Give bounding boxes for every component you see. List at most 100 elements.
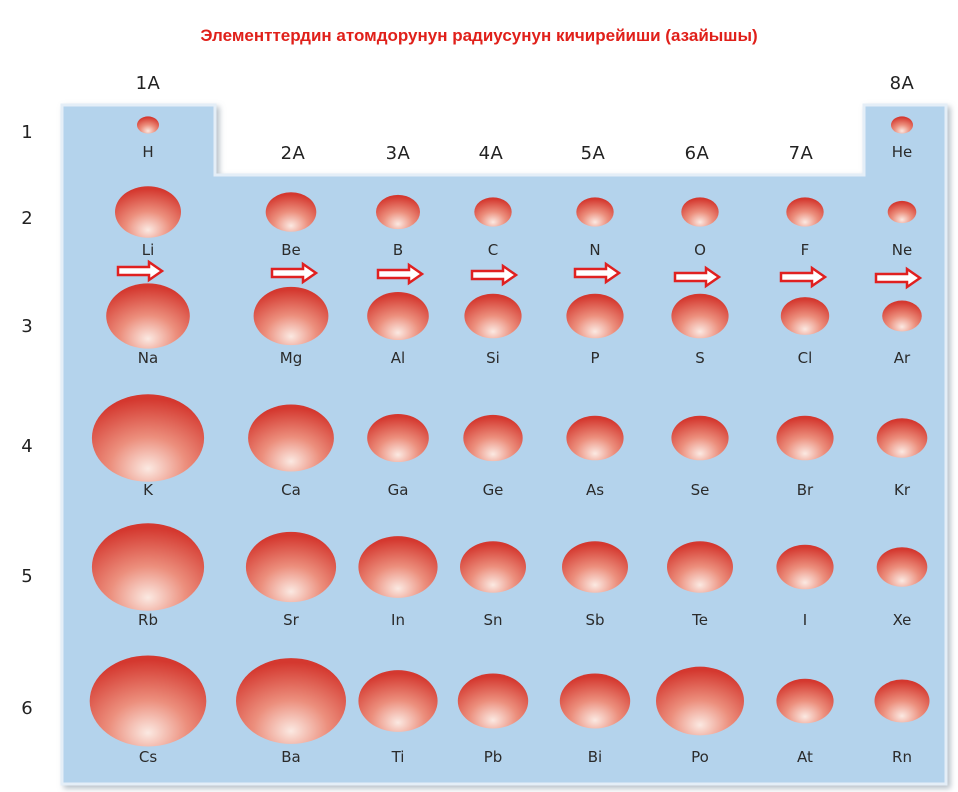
atom-se bbox=[671, 415, 729, 461]
atom-xe bbox=[876, 547, 928, 587]
period-label-1: 1 bbox=[21, 122, 33, 143]
atom-sr bbox=[245, 531, 337, 603]
atom-cl bbox=[780, 297, 830, 335]
element-symbol-cs: Cs bbox=[138, 748, 158, 766]
element-symbol-si: Si bbox=[486, 349, 500, 367]
element-symbol-te: Te bbox=[692, 611, 708, 629]
atom-f bbox=[786, 197, 824, 227]
arrow-group-3-icon bbox=[376, 262, 425, 286]
element-symbol-ne: Ne bbox=[891, 241, 913, 259]
element-symbol-ar: Ar bbox=[893, 349, 911, 367]
atom-kr bbox=[876, 418, 928, 458]
atom-b bbox=[376, 194, 420, 230]
atom-k bbox=[91, 394, 205, 482]
atom-ar bbox=[882, 300, 922, 332]
element-symbol-bi: Bi bbox=[587, 748, 603, 766]
group-label-6a: 6A bbox=[684, 143, 710, 164]
arrow-group-4-icon bbox=[470, 263, 519, 287]
element-symbol-k: K bbox=[143, 481, 153, 499]
element-symbol-rn: Rn bbox=[892, 748, 912, 766]
element-symbol-c: C bbox=[487, 241, 499, 259]
element-symbol-sn: Sn bbox=[483, 611, 503, 629]
element-symbol-li: Li bbox=[141, 241, 155, 259]
element-symbol-br: Br bbox=[796, 481, 814, 499]
atom-al bbox=[367, 291, 429, 341]
atom-n bbox=[576, 197, 614, 227]
element-symbol-f: F bbox=[800, 241, 810, 259]
element-symbol-be: Be bbox=[281, 241, 301, 259]
group-label-3a: 3A bbox=[385, 143, 411, 164]
group-label-8a: 8A bbox=[889, 73, 915, 94]
element-symbol-cl: Cl bbox=[797, 349, 813, 367]
atom-c bbox=[474, 197, 512, 227]
arrow-group-2-icon bbox=[270, 261, 319, 285]
element-symbol-p: P bbox=[590, 349, 600, 367]
element-symbol-sr: Sr bbox=[283, 611, 299, 629]
atom-at bbox=[776, 678, 834, 724]
atom-po bbox=[656, 666, 744, 736]
element-symbol-he: He bbox=[891, 143, 913, 161]
period-label-2: 2 bbox=[21, 208, 33, 229]
element-symbol-xe: Xe bbox=[892, 611, 912, 629]
atom-br bbox=[776, 415, 834, 461]
element-symbol-ti: Ti bbox=[391, 748, 405, 766]
atom-in bbox=[358, 536, 438, 598]
element-symbol-ga: Ga bbox=[387, 481, 409, 499]
arrow-group-6-icon bbox=[673, 265, 722, 289]
page-title: Элементтердин атомдорунун радиусунун кич… bbox=[200, 26, 758, 45]
atom-p bbox=[566, 293, 624, 339]
atom-h bbox=[137, 116, 159, 134]
atom-ne bbox=[887, 200, 917, 224]
atom-i bbox=[776, 544, 834, 590]
atom-he bbox=[891, 116, 913, 134]
atom-s bbox=[671, 293, 729, 339]
atom-cs bbox=[89, 655, 207, 747]
atom-ba bbox=[236, 658, 346, 744]
atom-as bbox=[566, 415, 624, 461]
atom-si bbox=[464, 293, 522, 339]
atom-bi bbox=[559, 673, 631, 729]
element-symbol-h: H bbox=[142, 143, 154, 161]
group-label-1a: 1A bbox=[135, 73, 161, 94]
atom-sb bbox=[562, 541, 628, 593]
element-symbol-o: O bbox=[694, 241, 706, 259]
atom-pb bbox=[457, 673, 529, 729]
atom-mg bbox=[253, 286, 329, 346]
atom-rb bbox=[91, 523, 205, 611]
element-symbol-rb: Rb bbox=[138, 611, 158, 629]
element-symbol-sb: Sb bbox=[585, 611, 605, 629]
element-symbol-at: At bbox=[797, 748, 813, 766]
element-symbol-in: In bbox=[391, 611, 405, 629]
element-symbol-kr: Kr bbox=[893, 481, 910, 499]
arrow-group-5-icon bbox=[573, 261, 622, 285]
atom-rn bbox=[874, 679, 930, 723]
atom-ge bbox=[463, 414, 523, 462]
element-symbol-al: Al bbox=[390, 349, 406, 367]
group-label-7a: 7A bbox=[788, 143, 814, 164]
element-symbol-s: S bbox=[695, 349, 705, 367]
group-label-4a: 4A bbox=[478, 143, 504, 164]
atom-sn bbox=[460, 541, 526, 593]
element-symbol-pb: Pb bbox=[483, 748, 503, 766]
atom-na bbox=[106, 283, 190, 349]
group-label-2a: 2A bbox=[280, 143, 306, 164]
element-symbol-b: B bbox=[392, 241, 404, 259]
element-symbol-po: Po bbox=[691, 748, 709, 766]
atom-be bbox=[265, 192, 317, 232]
element-symbol-mg: Mg bbox=[279, 349, 303, 367]
element-symbol-ca: Ca bbox=[281, 481, 301, 499]
group-label-5a: 5A bbox=[580, 143, 606, 164]
arrow-group-7-icon bbox=[779, 265, 828, 289]
element-symbol-se: Se bbox=[690, 481, 710, 499]
period-label-3: 3 bbox=[21, 316, 33, 337]
element-symbol-na: Na bbox=[137, 349, 159, 367]
element-symbol-n: N bbox=[589, 241, 601, 259]
atom-o bbox=[681, 197, 719, 227]
arrow-group-8-icon bbox=[874, 266, 923, 290]
arrow-group-1-icon bbox=[116, 259, 165, 283]
period-label-4: 4 bbox=[21, 436, 33, 457]
element-symbol-ba: Ba bbox=[281, 748, 301, 766]
element-symbol-ge: Ge bbox=[482, 481, 504, 499]
atom-li bbox=[115, 186, 181, 238]
